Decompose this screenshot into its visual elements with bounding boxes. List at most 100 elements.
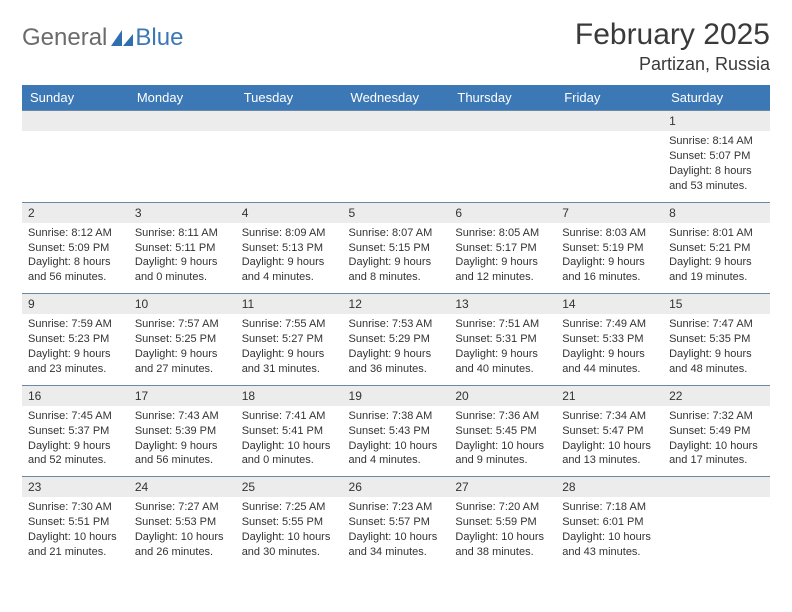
day-cell: 24Sunrise: 7:27 AMSunset: 5:53 PMDayligh… [129, 477, 236, 568]
day-number [449, 111, 556, 131]
sunset-text: Sunset: 5:41 PM [242, 424, 337, 439]
daylight2-text: and 56 minutes. [135, 453, 230, 468]
day-body: Sunrise: 7:30 AMSunset: 5:51 PMDaylight:… [22, 497, 129, 567]
day-cell: 23Sunrise: 7:30 AMSunset: 5:51 PMDayligh… [22, 477, 129, 568]
day-number [129, 111, 236, 131]
day-cell: 15Sunrise: 7:47 AMSunset: 5:35 PMDayligh… [663, 294, 770, 386]
day-cell: 6Sunrise: 8:05 AMSunset: 5:17 PMDaylight… [449, 202, 556, 294]
day-cell: 10Sunrise: 7:57 AMSunset: 5:25 PMDayligh… [129, 294, 236, 386]
daylight1-text: Daylight: 10 hours [562, 530, 657, 545]
sunrise-text: Sunrise: 7:41 AM [242, 409, 337, 424]
daylight2-text: and 43 minutes. [562, 545, 657, 560]
daylight2-text: and 0 minutes. [242, 453, 337, 468]
brand-logo: General Blue [22, 18, 183, 52]
day-body: Sunrise: 7:18 AMSunset: 6:01 PMDaylight:… [556, 497, 663, 567]
day-cell: 17Sunrise: 7:43 AMSunset: 5:39 PMDayligh… [129, 385, 236, 477]
day-body: Sunrise: 7:51 AMSunset: 5:31 PMDaylight:… [449, 314, 556, 384]
col-friday: Friday [556, 85, 663, 111]
daylight1-text: Daylight: 10 hours [562, 439, 657, 454]
sunset-text: Sunset: 5:45 PM [455, 424, 550, 439]
daylight1-text: Daylight: 8 hours [669, 164, 764, 179]
sunrise-text: Sunrise: 7:38 AM [349, 409, 444, 424]
day-cell: 1Sunrise: 8:14 AMSunset: 5:07 PMDaylight… [663, 111, 770, 203]
sunrise-text: Sunrise: 7:43 AM [135, 409, 230, 424]
day-cell: 18Sunrise: 7:41 AMSunset: 5:41 PMDayligh… [236, 385, 343, 477]
day-cell: 21Sunrise: 7:34 AMSunset: 5:47 PMDayligh… [556, 385, 663, 477]
day-body: Sunrise: 8:01 AMSunset: 5:21 PMDaylight:… [663, 223, 770, 293]
day-number [22, 111, 129, 131]
calendar-table: Sunday Monday Tuesday Wednesday Thursday… [22, 85, 770, 568]
table-row: 16Sunrise: 7:45 AMSunset: 5:37 PMDayligh… [22, 385, 770, 477]
sunrise-text: Sunrise: 7:27 AM [135, 500, 230, 515]
sail-icon [111, 30, 133, 46]
daylight2-text: and 13 minutes. [562, 453, 657, 468]
sunrise-text: Sunrise: 7:23 AM [349, 500, 444, 515]
day-cell: 16Sunrise: 7:45 AMSunset: 5:37 PMDayligh… [22, 385, 129, 477]
day-body: Sunrise: 7:49 AMSunset: 5:33 PMDaylight:… [556, 314, 663, 384]
day-body: Sunrise: 7:45 AMSunset: 5:37 PMDaylight:… [22, 406, 129, 476]
day-cell [22, 111, 129, 203]
sunset-text: Sunset: 5:49 PM [669, 424, 764, 439]
daylight1-text: Daylight: 10 hours [455, 530, 550, 545]
sunset-text: Sunset: 5:27 PM [242, 332, 337, 347]
sunrise-text: Sunrise: 7:18 AM [562, 500, 657, 515]
daylight2-text: and 30 minutes. [242, 545, 337, 560]
calendar-head: Sunday Monday Tuesday Wednesday Thursday… [22, 85, 770, 111]
daylight2-text: and 4 minutes. [242, 270, 337, 285]
daylight2-text: and 23 minutes. [28, 362, 123, 377]
sunset-text: Sunset: 5:19 PM [562, 241, 657, 256]
day-number: 9 [22, 294, 129, 314]
daylight1-text: Daylight: 9 hours [349, 255, 444, 270]
sunset-text: Sunset: 5:25 PM [135, 332, 230, 347]
day-cell: 11Sunrise: 7:55 AMSunset: 5:27 PMDayligh… [236, 294, 343, 386]
day-body: Sunrise: 8:03 AMSunset: 5:19 PMDaylight:… [556, 223, 663, 293]
sunrise-text: Sunrise: 8:11 AM [135, 226, 230, 241]
daylight1-text: Daylight: 9 hours [669, 347, 764, 362]
day-body: Sunrise: 7:55 AMSunset: 5:27 PMDaylight:… [236, 314, 343, 384]
day-body: Sunrise: 7:34 AMSunset: 5:47 PMDaylight:… [556, 406, 663, 476]
sunset-text: Sunset: 5:35 PM [669, 332, 764, 347]
day-body: Sunrise: 7:27 AMSunset: 5:53 PMDaylight:… [129, 497, 236, 567]
daylight2-text: and 26 minutes. [135, 545, 230, 560]
day-number: 3 [129, 203, 236, 223]
day-body: Sunrise: 7:41 AMSunset: 5:41 PMDaylight:… [236, 406, 343, 476]
sunset-text: Sunset: 5:31 PM [455, 332, 550, 347]
day-number: 28 [556, 477, 663, 497]
sunset-text: Sunset: 6:01 PM [562, 515, 657, 530]
daylight1-text: Daylight: 9 hours [28, 347, 123, 362]
sunrise-text: Sunrise: 7:57 AM [135, 317, 230, 332]
sunrise-text: Sunrise: 7:30 AM [28, 500, 123, 515]
day-number: 23 [22, 477, 129, 497]
daylight1-text: Daylight: 9 hours [455, 347, 550, 362]
daylight1-text: Daylight: 9 hours [669, 255, 764, 270]
day-number [663, 477, 770, 497]
daylight2-text: and 9 minutes. [455, 453, 550, 468]
day-cell: 26Sunrise: 7:23 AMSunset: 5:57 PMDayligh… [343, 477, 450, 568]
sunrise-text: Sunrise: 7:47 AM [669, 317, 764, 332]
daylight2-text: and 31 minutes. [242, 362, 337, 377]
table-row: 2Sunrise: 8:12 AMSunset: 5:09 PMDaylight… [22, 202, 770, 294]
daylight2-text: and 0 minutes. [135, 270, 230, 285]
day-number: 24 [129, 477, 236, 497]
sunrise-text: Sunrise: 8:07 AM [349, 226, 444, 241]
daylight1-text: Daylight: 10 hours [669, 439, 764, 454]
day-number: 27 [449, 477, 556, 497]
col-saturday: Saturday [663, 85, 770, 111]
day-cell: 7Sunrise: 8:03 AMSunset: 5:19 PMDaylight… [556, 202, 663, 294]
day-number: 4 [236, 203, 343, 223]
sunrise-text: Sunrise: 8:14 AM [669, 134, 764, 149]
day-body: Sunrise: 7:23 AMSunset: 5:57 PMDaylight:… [343, 497, 450, 567]
sunrise-text: Sunrise: 7:20 AM [455, 500, 550, 515]
day-cell [449, 111, 556, 203]
col-thursday: Thursday [449, 85, 556, 111]
day-number: 7 [556, 203, 663, 223]
day-number: 5 [343, 203, 450, 223]
sunset-text: Sunset: 5:53 PM [135, 515, 230, 530]
sunset-text: Sunset: 5:07 PM [669, 149, 764, 164]
sunrise-text: Sunrise: 7:25 AM [242, 500, 337, 515]
daylight1-text: Daylight: 10 hours [349, 439, 444, 454]
day-cell: 4Sunrise: 8:09 AMSunset: 5:13 PMDaylight… [236, 202, 343, 294]
sunrise-text: Sunrise: 7:49 AM [562, 317, 657, 332]
daylight1-text: Daylight: 10 hours [242, 530, 337, 545]
day-cell: 8Sunrise: 8:01 AMSunset: 5:21 PMDaylight… [663, 202, 770, 294]
